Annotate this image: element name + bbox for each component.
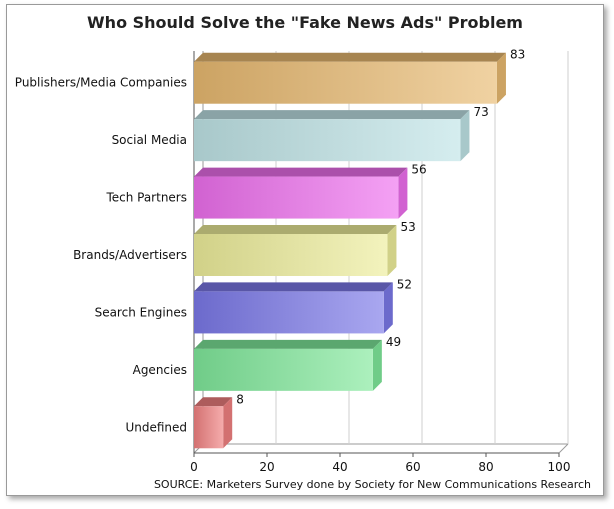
bar-side-face	[496, 52, 506, 104]
data-label: 53	[400, 220, 415, 234]
bar	[194, 348, 373, 391]
x-tick-label: 100	[548, 460, 571, 474]
bar-side-face	[383, 282, 393, 334]
bar-chart: 0 20 40 60 80 100 Publishers/Media Companies 83…	[15, 48, 571, 474]
category-label: Brands/Advertisers	[73, 248, 187, 262]
category-label: Tech Partners	[105, 191, 187, 205]
x-tick-label: 80	[478, 460, 493, 474]
data-label: 73	[473, 105, 488, 119]
category-label: Publishers/Media Companies	[15, 76, 187, 90]
data-label: 52	[397, 277, 412, 291]
bar	[194, 291, 384, 334]
bar	[194, 176, 399, 219]
plot-floor-right-edge	[558, 443, 569, 454]
category-label: Search Engines	[95, 305, 187, 319]
x-tick-label: 40	[332, 460, 347, 474]
bar-top-face	[194, 339, 382, 349]
x-tick-label: 20	[259, 460, 274, 474]
category-label: Social Media	[112, 133, 187, 147]
bar	[194, 61, 497, 104]
bar	[194, 234, 388, 276]
chart-frame: Who Should Solve the "Fake News Ads" Pro…	[6, 4, 604, 496]
bar-side-face	[223, 397, 233, 449]
data-label: 83	[510, 48, 525, 62]
category-label: Agencies	[133, 363, 187, 377]
category-label: Undefined	[125, 420, 187, 434]
bar-top-face	[194, 52, 506, 62]
data-label: 56	[411, 163, 426, 177]
bar-side-face	[398, 167, 408, 219]
bar-side-face	[460, 110, 470, 162]
chart-title: Who Should Solve the "Fake News Ads" Pro…	[87, 13, 523, 32]
bar-top-face	[194, 397, 233, 407]
bar-top-face	[194, 167, 408, 177]
bar-side-face	[387, 225, 397, 276]
source-note: SOURCE: Marketers Survey done by Society…	[153, 478, 591, 491]
bar-top-face	[194, 110, 470, 120]
bar-top-face	[194, 225, 397, 234]
bar	[194, 406, 224, 449]
bar-top-face	[194, 282, 393, 292]
x-tick-label: 60	[405, 460, 420, 474]
bar	[194, 119, 461, 162]
data-label: 49	[386, 335, 401, 349]
x-tick-label: 0	[190, 460, 198, 474]
bar-side-face	[372, 339, 382, 391]
data-label: 8	[236, 392, 244, 406]
